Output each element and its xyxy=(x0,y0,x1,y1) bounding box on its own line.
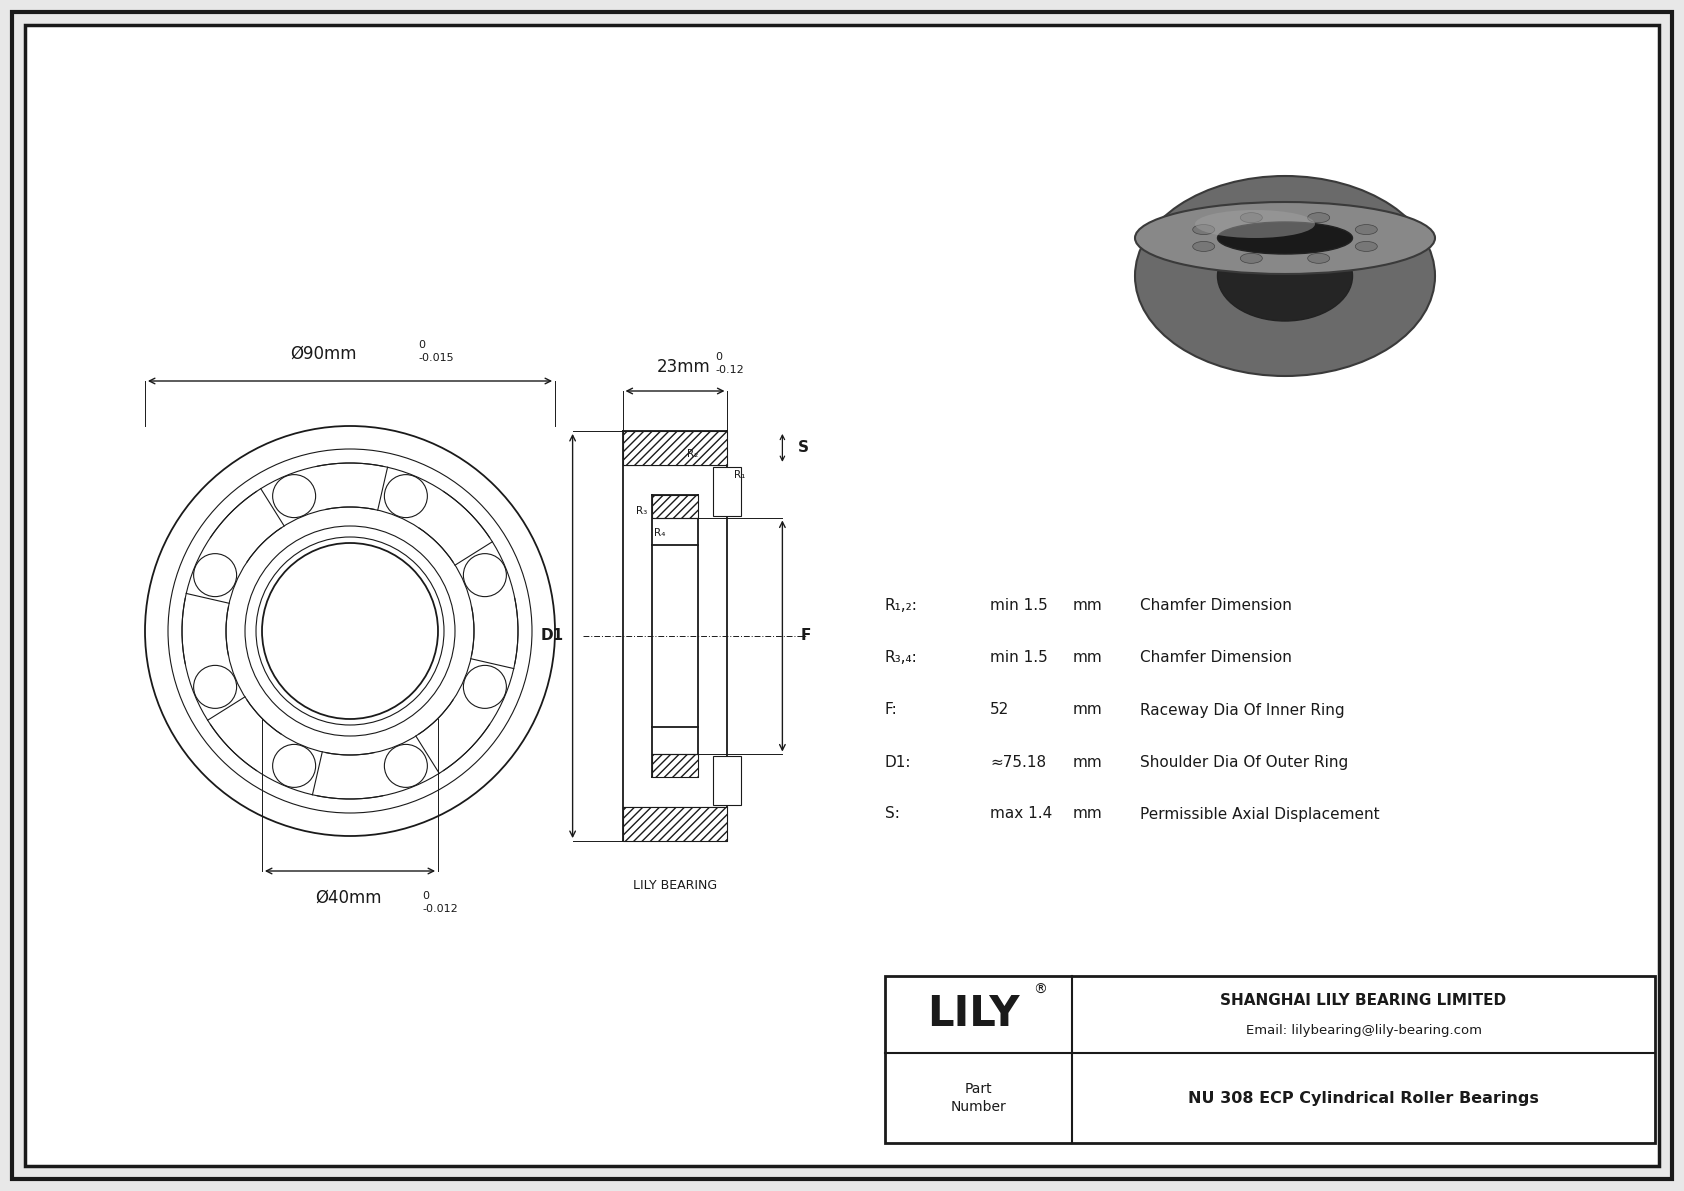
Text: Chamfer Dimension: Chamfer Dimension xyxy=(1140,599,1292,613)
Text: mm: mm xyxy=(1073,703,1103,717)
Ellipse shape xyxy=(1356,242,1378,251)
Bar xyxy=(623,431,727,464)
Text: R₃,₄:: R₃,₄: xyxy=(886,650,918,666)
Ellipse shape xyxy=(1308,254,1330,263)
Text: F:: F: xyxy=(886,703,898,717)
Text: Ø90mm: Ø90mm xyxy=(290,345,357,363)
Ellipse shape xyxy=(1356,225,1378,235)
Ellipse shape xyxy=(1241,254,1263,263)
Text: D1:: D1: xyxy=(886,755,911,769)
Bar xyxy=(712,756,741,805)
Text: S:: S: xyxy=(886,806,899,822)
Text: 0: 0 xyxy=(716,353,722,362)
Text: 0: 0 xyxy=(423,891,429,902)
Text: Permissible Axial Displacement: Permissible Axial Displacement xyxy=(1140,806,1379,822)
Text: -0.12: -0.12 xyxy=(716,364,744,375)
Text: min 1.5: min 1.5 xyxy=(990,599,1047,613)
Text: 23mm: 23mm xyxy=(657,358,711,376)
Ellipse shape xyxy=(1196,210,1315,238)
Text: R₁: R₁ xyxy=(734,469,746,480)
Text: Chamfer Dimension: Chamfer Dimension xyxy=(1140,650,1292,666)
Text: Part
Number: Part Number xyxy=(951,1081,1007,1115)
Text: R₁,₂:: R₁,₂: xyxy=(886,599,918,613)
Text: 0: 0 xyxy=(418,339,424,350)
Text: Raceway Dia Of Inner Ring: Raceway Dia Of Inner Ring xyxy=(1140,703,1344,717)
Text: LILY: LILY xyxy=(928,993,1021,1035)
Text: LILY BEARING: LILY BEARING xyxy=(633,879,717,892)
Ellipse shape xyxy=(1241,213,1263,223)
Text: D1: D1 xyxy=(541,629,564,643)
Ellipse shape xyxy=(1308,213,1330,223)
Text: S: S xyxy=(798,441,808,455)
Text: mm: mm xyxy=(1073,599,1103,613)
Text: R₂: R₂ xyxy=(687,449,697,459)
Text: Shoulder Dia Of Outer Ring: Shoulder Dia Of Outer Ring xyxy=(1140,755,1349,769)
Ellipse shape xyxy=(1135,202,1435,274)
Text: 52: 52 xyxy=(990,703,1009,717)
Text: NU 308 ECP Cylindrical Roller Bearings: NU 308 ECP Cylindrical Roller Bearings xyxy=(1189,1091,1539,1105)
Text: Email: lilybearing@lily-bearing.com: Email: lilybearing@lily-bearing.com xyxy=(1246,1024,1482,1037)
Text: ®: ® xyxy=(1034,983,1047,997)
Text: R₃: R₃ xyxy=(637,505,647,516)
Bar xyxy=(652,494,697,518)
Text: ≈75.18: ≈75.18 xyxy=(990,755,1046,769)
Ellipse shape xyxy=(1218,222,1352,254)
Ellipse shape xyxy=(1218,231,1352,322)
Ellipse shape xyxy=(1135,176,1435,376)
Text: min 1.5: min 1.5 xyxy=(990,650,1047,666)
Text: R₄: R₄ xyxy=(653,528,665,537)
Text: mm: mm xyxy=(1073,650,1103,666)
Text: SHANGHAI LILY BEARING LIMITED: SHANGHAI LILY BEARING LIMITED xyxy=(1221,993,1507,1008)
Bar xyxy=(652,754,697,778)
Bar xyxy=(623,807,727,841)
Ellipse shape xyxy=(1192,242,1214,251)
Text: -0.012: -0.012 xyxy=(423,904,458,913)
Text: max 1.4: max 1.4 xyxy=(990,806,1052,822)
Text: F: F xyxy=(800,629,810,643)
Text: Ø40mm: Ø40mm xyxy=(315,888,382,908)
Text: -0.015: -0.015 xyxy=(418,353,453,363)
Ellipse shape xyxy=(1192,225,1214,235)
Bar xyxy=(712,467,741,516)
Bar xyxy=(886,975,1655,1143)
Text: mm: mm xyxy=(1073,755,1103,769)
Text: mm: mm xyxy=(1073,806,1103,822)
